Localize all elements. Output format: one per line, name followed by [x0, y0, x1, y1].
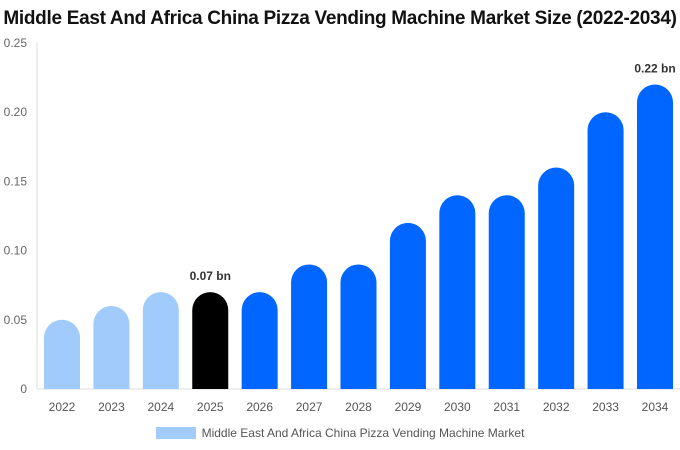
x-tick-label: 2025 — [197, 400, 224, 414]
bar-2028 — [340, 264, 377, 389]
bar-2024 — [142, 292, 179, 389]
bar-2025 — [192, 292, 229, 389]
x-tick-label: 2034 — [642, 400, 669, 414]
x-tick-label: 2026 — [246, 400, 273, 414]
x-tick-label: 2031 — [493, 400, 520, 414]
bar-2030 — [439, 195, 476, 389]
x-tick-label: 2033 — [592, 400, 619, 414]
x-tick-label: 2022 — [49, 400, 76, 414]
x-tick-label: 2027 — [296, 400, 323, 414]
bar-2029 — [389, 222, 426, 389]
x-tick-label: 2030 — [444, 400, 471, 414]
x-tick-label: 2023 — [98, 400, 125, 414]
bar-2034 — [637, 84, 673, 390]
data-label-2025: 0.07 bn — [190, 269, 231, 283]
bar-2027 — [291, 264, 328, 389]
x-tick-label: 2028 — [345, 400, 372, 414]
bar-2023 — [93, 305, 130, 389]
bar-2033 — [587, 112, 624, 389]
bar-2022 — [44, 319, 80, 389]
x-tick-label: 2029 — [395, 400, 422, 414]
x-tick-label: 2024 — [147, 400, 174, 414]
y-tick-label: 0.15 — [4, 174, 28, 188]
x-tick-label: 2032 — [543, 400, 570, 414]
bar-2031 — [488, 195, 525, 389]
legend-swatch — [155, 427, 196, 439]
legend-label: Middle East And Africa China Pizza Vendi… — [201, 426, 525, 440]
bar-2032 — [538, 167, 575, 389]
legend: Middle East And Africa China Pizza Vendi… — [0, 426, 680, 440]
bar-2026 — [241, 292, 278, 389]
data-label-2034: 0.22 bn — [634, 62, 675, 76]
y-tick-label: 0.05 — [4, 313, 28, 327]
chart-title: Middle East And Africa China Pizza Vendi… — [3, 8, 677, 29]
y-tick-label: 0.25 — [4, 36, 28, 50]
y-tick-label: 0.10 — [4, 244, 28, 258]
y-tick-label: 0.20 — [4, 105, 28, 119]
y-tick-label: 0 — [20, 382, 27, 396]
